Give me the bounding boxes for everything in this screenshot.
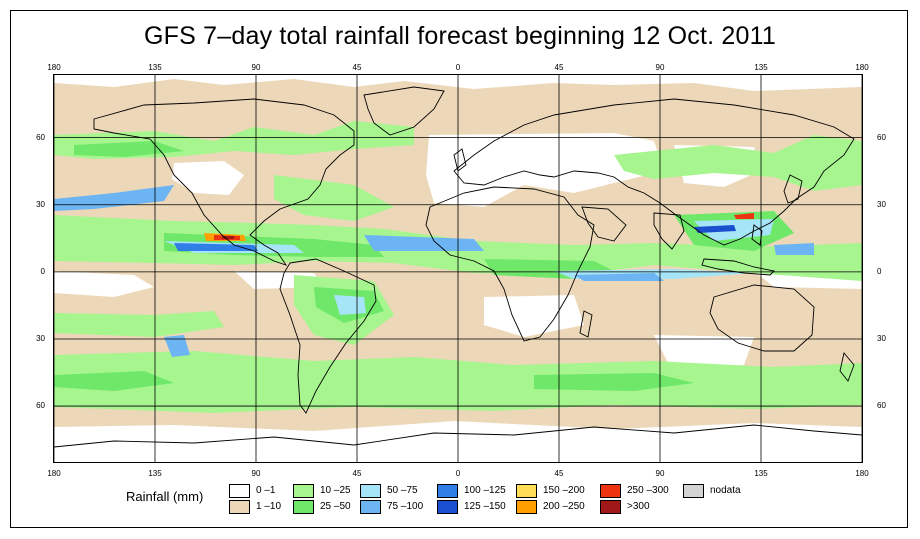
lat-tick-label-left: 0	[40, 266, 45, 276]
indonesia-outline	[701, 258, 775, 276]
lon-tick-label-top: 90	[655, 63, 665, 72]
lat-tick-label-left: 30	[36, 333, 45, 343]
uk-outline	[453, 148, 467, 172]
arabia-outline	[581, 206, 627, 242]
legend-label: 0 –1	[256, 485, 276, 496]
lon-tick-label-bottom: 90	[251, 469, 261, 478]
lon-tick-label-bottom: 45	[352, 469, 362, 478]
greenland-outline	[363, 86, 445, 136]
rain-region-25-50	[54, 371, 174, 391]
legend-swatch	[437, 500, 458, 514]
rain-region-250-300	[734, 213, 754, 219]
lon-tick-label-top: 135	[148, 63, 162, 72]
eurasia-outline	[453, 98, 855, 246]
lon-tick-label-bottom: 135	[754, 469, 768, 478]
rain-region-75-100	[364, 235, 484, 251]
lon-tick-label-bottom: 90	[655, 469, 665, 478]
coastlines	[54, 86, 862, 448]
south-america-outline	[279, 258, 377, 414]
rain-region-0-1	[54, 271, 154, 297]
lon-tick-label-top: 180	[855, 63, 869, 72]
lat-tick-label-right: 0	[877, 266, 882, 276]
lat-tick-label-right: 30	[877, 199, 886, 209]
rain-region-10-25	[614, 135, 862, 191]
legend-title: Rainfall (mm)	[126, 489, 204, 504]
lat-tick-label-right: 30	[877, 333, 886, 343]
japan-outline	[783, 174, 803, 204]
lat-tick-label-left: 60	[36, 132, 45, 142]
lon-tick-label-bottom: 180	[855, 469, 869, 478]
legend-swatch	[360, 500, 381, 514]
madagascar-outline	[579, 310, 593, 338]
legend-swatch	[360, 484, 381, 498]
rain-region-50-75	[334, 295, 366, 315]
rain-region-25-50	[534, 373, 694, 391]
lon-tick-label-bottom: 0	[455, 469, 461, 478]
legend-label: 200 –250	[543, 501, 585, 512]
new-zealand-outline	[839, 352, 855, 382]
legend-label: >300	[627, 501, 650, 512]
lon-tick-label-top: 45	[352, 63, 362, 72]
lat-tick-label-right: 60	[877, 132, 886, 142]
rain-region-over-300	[222, 236, 234, 239]
legend-swatch	[516, 500, 537, 514]
legend-swatch	[229, 484, 250, 498]
legend-swatch	[516, 484, 537, 498]
legend-label: 100 –125	[464, 485, 506, 496]
legend-label: 250 –300	[627, 485, 669, 496]
lat-tick-label-right: 60	[877, 401, 886, 411]
lon-tick-label-top: 180	[47, 63, 61, 72]
legend-label: 125 –150	[464, 501, 506, 512]
lon-tick-label-top: 45	[554, 63, 564, 72]
legend-swatch	[600, 500, 621, 514]
rainfall-map-canvas	[54, 75, 862, 462]
india-outline	[653, 212, 685, 250]
legend-swatch	[437, 484, 458, 498]
north-america-outline	[93, 98, 355, 266]
rainfall-map	[53, 74, 863, 463]
legend-swatch	[600, 484, 621, 498]
lat-tick-label-left: 60	[36, 401, 45, 411]
lon-tick-label-bottom: 180	[47, 469, 61, 478]
legend-swatch	[683, 484, 704, 498]
rain-region-10-25	[54, 311, 224, 337]
lon-tick-label-top: 135	[754, 63, 768, 72]
australia-outline	[709, 284, 815, 352]
legend-label: 50 –75	[387, 485, 418, 496]
legend-label: nodata	[710, 485, 741, 496]
legend-swatch	[293, 500, 314, 514]
rain-region-100-125	[174, 243, 258, 251]
rain-region-75-100	[54, 185, 174, 211]
lon-tick-label-top: 90	[251, 63, 261, 72]
rain-region-75-100	[164, 335, 190, 357]
lon-tick-label-bottom: 45	[554, 469, 564, 478]
legend-label: 1 –10	[256, 501, 282, 512]
legend-label: 75 –100	[387, 501, 424, 512]
rain-region-0-1	[484, 295, 584, 337]
rain-region-75-100	[774, 243, 814, 255]
legend-swatch	[229, 500, 250, 514]
lon-tick-label-top: 0	[455, 63, 461, 72]
figure-frame	[10, 10, 908, 528]
legend-label: 25 –50	[320, 501, 351, 512]
graticule	[54, 75, 862, 462]
rain-region-10-25	[274, 175, 394, 221]
rain-region-0-1	[172, 161, 244, 195]
lat-tick-label-left: 30	[36, 199, 45, 209]
legend-swatch	[293, 484, 314, 498]
rain-region-125-150	[694, 225, 736, 233]
legend-label: 10 –25	[320, 485, 351, 496]
legend-label: 150 –200	[543, 485, 585, 496]
lon-tick-label-bottom: 135	[148, 469, 162, 478]
antarctica-outline	[54, 424, 862, 448]
philippines-outline	[751, 224, 763, 246]
map-title: GFS 7–day total rainfall forecast beginn…	[144, 22, 776, 50]
rain-region-25-50	[74, 141, 184, 157]
rain-region-75-100	[574, 273, 664, 281]
